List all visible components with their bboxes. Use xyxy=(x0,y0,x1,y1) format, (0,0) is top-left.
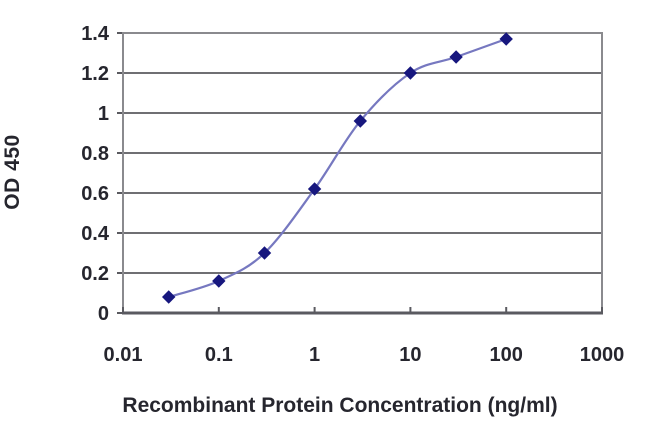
y-tick-label: 1.2 xyxy=(81,63,109,85)
x-tick-label: 10 xyxy=(399,344,421,366)
y-tick-label: 1.4 xyxy=(81,23,110,45)
data-point-marker xyxy=(403,66,418,80)
data-point-marker xyxy=(307,182,322,196)
data-point-marker xyxy=(257,246,272,260)
y-tick-label: 0.4 xyxy=(81,223,110,245)
y-tick-label: 0.8 xyxy=(81,143,109,165)
x-tick-label: 100 xyxy=(490,344,523,366)
y-tick-label: 0.2 xyxy=(81,263,109,285)
series-line xyxy=(168,37,507,299)
y-tick-label: 1 xyxy=(98,103,109,125)
data-point-marker xyxy=(162,290,176,304)
plot-border xyxy=(122,32,603,313)
x-tick-label: 0.1 xyxy=(205,344,233,366)
x-axis-title: Recombinant Protein Concentration (ng/ml… xyxy=(122,394,558,417)
data-point-marker xyxy=(449,50,463,64)
x-tick-label: 1 xyxy=(309,344,320,366)
x-tick-label: 1000 xyxy=(580,344,625,366)
y-tick-label: 0.6 xyxy=(81,183,109,205)
data-point-marker xyxy=(353,114,368,128)
y-tick-label: 0 xyxy=(98,303,109,325)
x-tick-label: 0.01 xyxy=(104,344,143,366)
y-axis-title: OD 450 xyxy=(1,134,24,210)
data-point-marker xyxy=(499,32,513,46)
data-point-marker xyxy=(212,274,226,288)
